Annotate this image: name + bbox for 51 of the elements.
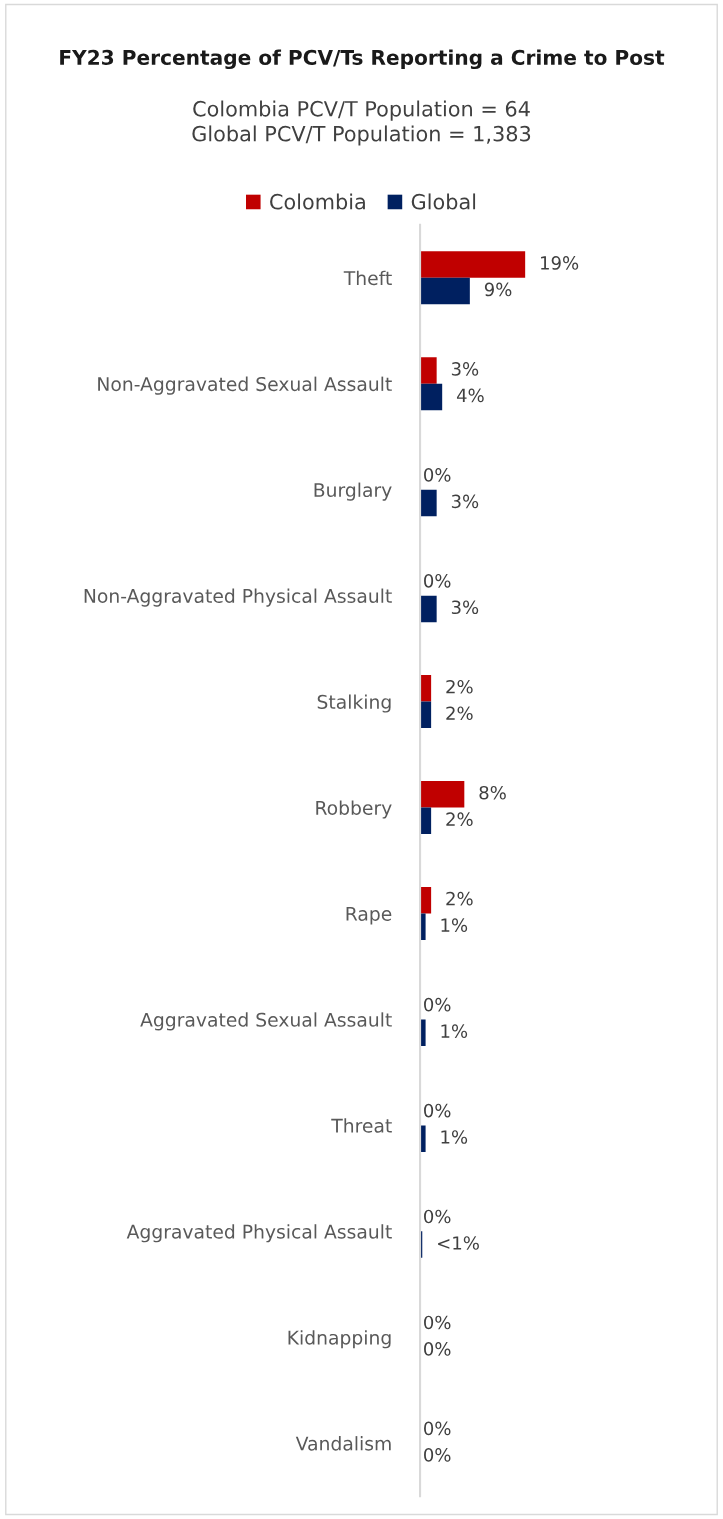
data-label: 0%	[424, 1448, 451, 1462]
data-label: 3%	[451, 600, 479, 615]
data-label: 4%	[456, 388, 484, 403]
data-label: 1%	[441, 1024, 468, 1038]
y-tick-label: Stalking	[317, 694, 391, 713]
legend-label: Colombia	[270, 193, 365, 210]
data-label: 0%	[424, 1421, 451, 1436]
y-tick-label: Non-Aggravated Sexual Assault	[98, 376, 392, 395]
bar	[420, 383, 443, 411]
data-label: 3%	[451, 494, 479, 509]
bar	[420, 251, 526, 278]
y-tick-label: Rape	[346, 906, 392, 925]
data-label: 1%	[441, 918, 468, 932]
bar	[420, 675, 432, 702]
legend-label: Global	[411, 193, 476, 210]
bar	[420, 1125, 426, 1152]
bar	[420, 489, 437, 517]
bar	[420, 1019, 426, 1046]
data-label: 2%	[446, 679, 473, 694]
chart-title: FY23 Percentage of PCV/Ts Reporting a Crime to Post	[60, 49, 665, 70]
data-label: 0%	[424, 573, 451, 588]
data-label: 0%	[424, 1209, 451, 1224]
data-label: 0%	[424, 997, 451, 1012]
data-label: 9%	[484, 282, 512, 297]
data-label: 0%	[424, 468, 451, 482]
data-label: 2%	[446, 891, 473, 906]
bar	[420, 357, 437, 384]
bar	[420, 595, 437, 623]
data-label: 0%	[424, 1103, 451, 1118]
bar	[420, 781, 465, 808]
y-tick-label: Aggravated Sexual Assault	[140, 1012, 392, 1031]
data-label: 3%	[451, 362, 479, 376]
bar	[420, 277, 470, 305]
y-tick-label: Non-Aggravated Physical Assault	[84, 588, 392, 607]
y-tick-label: Vandalism	[295, 1436, 391, 1451]
bar	[420, 913, 426, 940]
y-tick-label: Burglary	[314, 482, 392, 501]
chart-subtitle: Colombia PCV/T Population = 64 Global PCV/T Population = 1,383	[192, 100, 531, 146]
data-label: 19%	[541, 256, 579, 270]
y-tick-label: Aggravated Physical Assault	[126, 1224, 392, 1243]
y-tick-label: Threat	[331, 1118, 392, 1133]
y-tick-label: Theft	[343, 270, 392, 286]
data-label: 8%	[479, 785, 506, 800]
data-label: 2%	[446, 706, 473, 721]
data-label: 2%	[446, 812, 473, 827]
y-tick-label: Kidnapping	[288, 1330, 391, 1349]
data-label: 0%	[424, 1342, 451, 1356]
data-label: 0%	[424, 1315, 451, 1330]
y-tick-label: Robbery	[316, 800, 392, 819]
data-label: <1%	[438, 1236, 479, 1250]
data-label: 1%	[441, 1130, 468, 1144]
